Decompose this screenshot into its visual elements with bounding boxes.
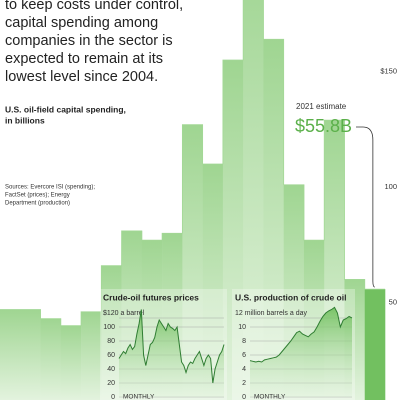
x-axis-label: MONTHLY bbox=[123, 394, 155, 400]
y-tick-label: 6 bbox=[242, 352, 246, 359]
source: Department (production) bbox=[5, 201, 70, 207]
y-tick-label: 8 bbox=[242, 338, 246, 345]
intro-text: lowest level since 2004. bbox=[5, 69, 158, 85]
bar bbox=[243, 0, 264, 400]
intro-text: companies in the sector is bbox=[5, 33, 173, 49]
line bbox=[249, 306, 353, 363]
data-label: $55.8B bbox=[295, 116, 352, 136]
x-axis-label: MONTHLY bbox=[254, 394, 286, 400]
y-tick-label: 20 bbox=[107, 380, 115, 387]
y-tick-label: 40 bbox=[107, 366, 115, 373]
bar bbox=[0, 309, 21, 400]
y-tick-label: 2 bbox=[242, 380, 246, 387]
chart-title: in billions bbox=[5, 115, 45, 125]
bracket bbox=[356, 126, 375, 288]
intro-text: to keep costs under control, bbox=[5, 0, 183, 13]
y-tick-label: 0 bbox=[111, 394, 115, 400]
bar bbox=[364, 289, 386, 400]
area bbox=[250, 307, 352, 397]
y-tick-label: $150 bbox=[380, 67, 397, 76]
y-tick-label: 12 million barrels a day bbox=[235, 310, 307, 317]
bar bbox=[81, 311, 102, 400]
panel-title: Crude-oil futures prices bbox=[103, 292, 199, 302]
y-tick-label: 100 bbox=[384, 182, 397, 191]
intro-text: expected to remain at its bbox=[5, 51, 163, 67]
bar bbox=[40, 318, 62, 400]
bar bbox=[182, 124, 203, 400]
panel-title: U.S. production of crude oil bbox=[235, 292, 346, 302]
y-tick-label: 10 bbox=[238, 324, 246, 331]
y-tick-label: 100 bbox=[103, 324, 115, 331]
y-tick-label: $120 a barrel bbox=[103, 310, 145, 317]
bar-outline bbox=[0, 0, 385, 327]
bar bbox=[263, 39, 284, 400]
annotation: 2021 estimate bbox=[296, 102, 347, 111]
line bbox=[118, 309, 225, 384]
y-tick-label: 0 bbox=[242, 394, 246, 400]
bar bbox=[222, 60, 244, 400]
bar bbox=[20, 309, 41, 400]
intro-text: capital spending among bbox=[5, 15, 158, 31]
y-tick-label: 4 bbox=[242, 366, 246, 373]
y-tick-label: 60 bbox=[107, 352, 115, 359]
y-tick-label: 50 bbox=[389, 298, 397, 307]
y-tick-label: 80 bbox=[107, 338, 115, 345]
source: FactSet (prices); Energy bbox=[5, 193, 70, 199]
bar bbox=[60, 325, 82, 400]
bar bbox=[101, 265, 122, 400]
chart-title: U.S. oil-field capital spending, bbox=[5, 104, 126, 114]
source: Sources: Evercore ISI (spending); bbox=[5, 185, 95, 191]
area bbox=[119, 309, 224, 397]
